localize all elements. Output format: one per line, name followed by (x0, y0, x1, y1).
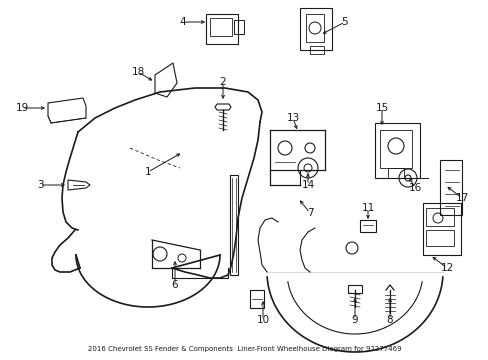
Bar (359, 220, 375, 232)
Bar (425, 230, 453, 246)
Text: 2: 2 (219, 77, 226, 87)
Text: 9: 9 (351, 315, 358, 325)
Text: 5: 5 (341, 17, 347, 27)
Bar (347, 285, 361, 293)
Bar (425, 208, 453, 226)
Bar (387, 168, 403, 178)
Text: 11: 11 (361, 203, 374, 213)
Bar (209, 18, 231, 36)
Text: 10: 10 (256, 315, 269, 325)
Text: 6: 6 (171, 280, 178, 290)
Text: 4: 4 (179, 17, 186, 27)
Bar (439, 160, 461, 215)
Bar (305, 14, 324, 42)
Text: 17: 17 (454, 193, 468, 203)
Bar (249, 290, 264, 308)
Text: 16: 16 (407, 183, 421, 193)
Text: 15: 15 (375, 103, 388, 113)
Text: 7: 7 (306, 208, 313, 218)
Text: 3: 3 (37, 180, 43, 190)
Text: 2016 Chevrolet SS Fender & Components  Liner-Front Wheelhouse Diagram for 922774: 2016 Chevrolet SS Fender & Components Li… (87, 346, 401, 352)
Text: 18: 18 (131, 67, 144, 77)
Bar (374, 123, 419, 178)
Text: 1: 1 (144, 167, 151, 177)
Bar (309, 46, 324, 54)
Text: 19: 19 (15, 103, 29, 113)
Bar (205, 14, 238, 44)
Bar (422, 203, 460, 255)
Text: 8: 8 (386, 315, 392, 325)
Text: 12: 12 (440, 263, 453, 273)
Text: 14: 14 (301, 180, 314, 190)
Bar (379, 130, 411, 168)
Text: 13: 13 (286, 113, 299, 123)
Bar (234, 20, 244, 34)
Bar (299, 8, 331, 50)
